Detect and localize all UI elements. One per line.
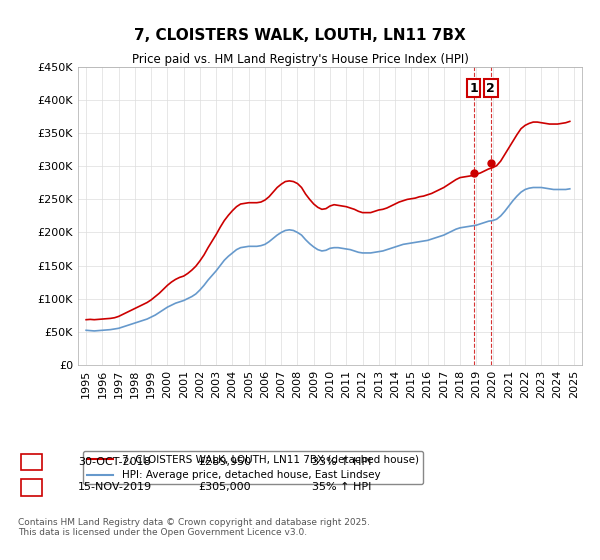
Text: 2: 2	[28, 482, 35, 492]
Text: 15-NOV-2019: 15-NOV-2019	[78, 482, 152, 492]
Text: Contains HM Land Registry data © Crown copyright and database right 2025.
This d: Contains HM Land Registry data © Crown c…	[18, 518, 370, 538]
Text: Price paid vs. HM Land Registry's House Price Index (HPI): Price paid vs. HM Land Registry's House …	[131, 53, 469, 66]
Text: 1: 1	[28, 457, 35, 467]
Text: 30-OCT-2018: 30-OCT-2018	[78, 457, 151, 467]
Text: 33% ↑ HPI: 33% ↑ HPI	[312, 457, 371, 467]
Legend: 7, CLOISTERS WALK, LOUTH, LN11 7BX (detached house), HPI: Average price, detache: 7, CLOISTERS WALK, LOUTH, LN11 7BX (deta…	[83, 451, 423, 484]
Text: 7, CLOISTERS WALK, LOUTH, LN11 7BX: 7, CLOISTERS WALK, LOUTH, LN11 7BX	[134, 28, 466, 43]
Text: £289,950: £289,950	[198, 457, 251, 467]
Text: £305,000: £305,000	[198, 482, 251, 492]
Text: 2: 2	[486, 82, 495, 95]
Text: 1: 1	[469, 82, 478, 95]
Text: 35% ↑ HPI: 35% ↑ HPI	[312, 482, 371, 492]
